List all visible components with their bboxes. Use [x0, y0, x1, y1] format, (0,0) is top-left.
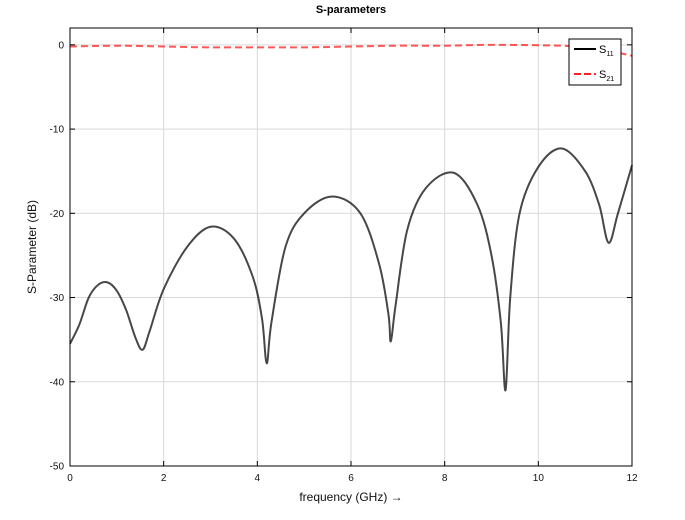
- x-tick-label: 6: [348, 473, 354, 484]
- grid-lines: [70, 28, 632, 466]
- legend-label-s11: S11: [599, 44, 614, 58]
- legend-label-s21: S21: [599, 69, 614, 83]
- axis-ticks: 0 2 4 6 8 10 12 0 -10 -20 -30 -40 -50: [50, 28, 638, 484]
- y-tick-label: -40: [50, 377, 65, 388]
- chart-title: S-parameters: [316, 4, 386, 16]
- y-tick-label: 0: [58, 40, 64, 51]
- legend-box: [568, 38, 622, 86]
- x-tick-label: 8: [442, 473, 448, 484]
- x-tick-label: 4: [255, 473, 261, 484]
- y-axis-label: S-Parameter (dB): [25, 200, 39, 294]
- x-tick-label: 12: [626, 473, 638, 484]
- y-tick-label: -50: [50, 462, 65, 473]
- x-tick-label: 10: [533, 473, 545, 484]
- y-tick-label: -30: [50, 293, 65, 304]
- y-tick-label: -10: [50, 125, 65, 136]
- y-tick-label: -20: [50, 209, 65, 220]
- x-tick-label: 2: [161, 473, 167, 484]
- legend: S11 S21: [568, 38, 622, 86]
- x-axis-label: frequency (GHz) →: [299, 490, 402, 504]
- series-line-s11: [69, 147, 633, 392]
- x-tick-label: 0: [67, 473, 73, 484]
